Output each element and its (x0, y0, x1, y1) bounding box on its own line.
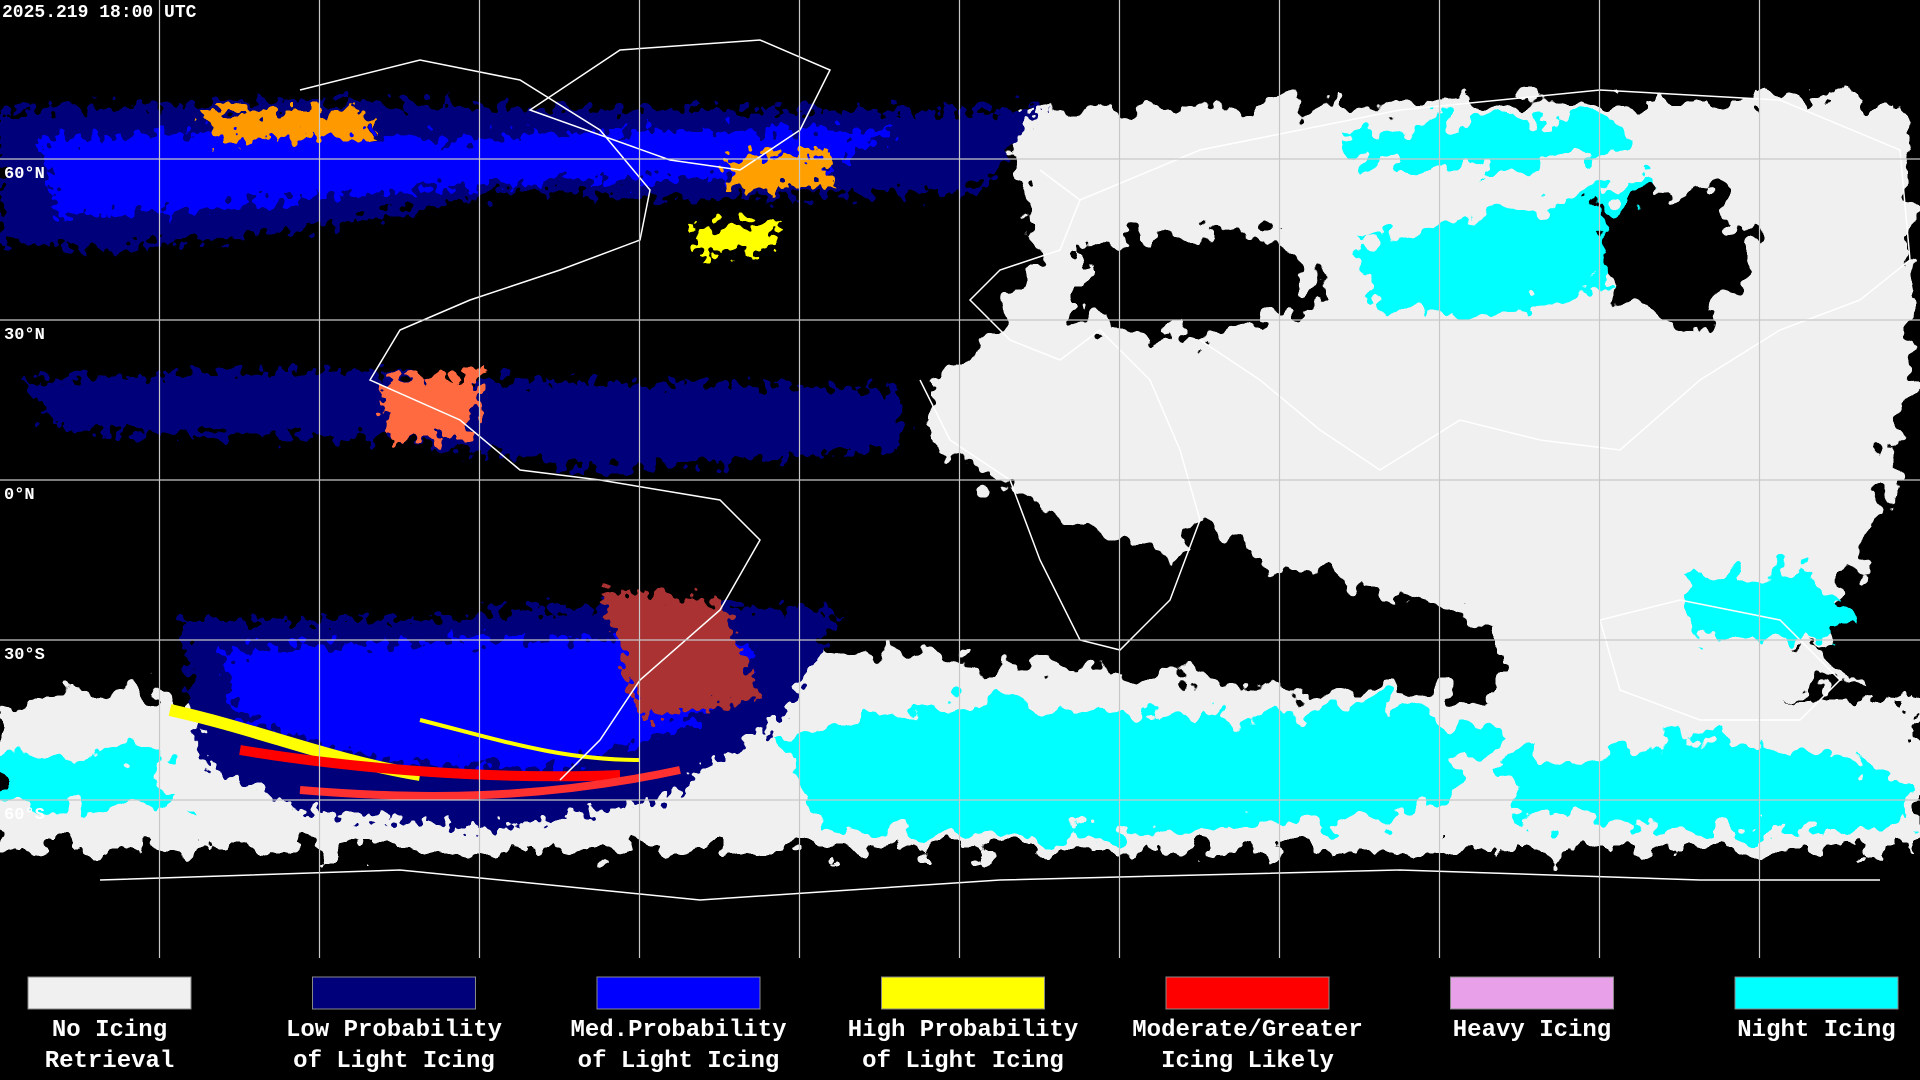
legend-label: Heavy Icing (1453, 1017, 1611, 1044)
legend-label: of Light Icing (293, 1048, 495, 1075)
legend-swatch (27, 976, 192, 1010)
legend-swatch (1734, 976, 1899, 1010)
legend-swatch (1450, 976, 1614, 1010)
latitude-labels: 60°N 30°N 0°N 30°S 60°S (4, 165, 45, 825)
legend-label: Moderate/Greater (1132, 1017, 1362, 1044)
legend-label: of Light Icing (862, 1048, 1064, 1075)
legend-label: No Icing (52, 1017, 167, 1044)
legend-label: Med.Probability (570, 1017, 786, 1044)
legend-swatch (596, 976, 761, 1010)
latitude-label: 60°S (4, 806, 45, 825)
legend-label: Night Icing (1737, 1017, 1895, 1044)
legend: No Icing Retrieval Low Probability of Light… (27, 976, 1899, 1075)
icing-streaks (168, 704, 681, 800)
legend-label: Retrieval (45, 1048, 175, 1075)
latitude-label: 0°N (4, 486, 35, 505)
lat-lon-grid (0, 0, 1920, 958)
coastlines (99, 39, 1911, 901)
latitude-label: 30°S (4, 646, 45, 665)
legend-swatch (881, 976, 1045, 1010)
timestamp: 2025.219 18:00 UTC (2, 3, 197, 23)
legend-label: Low Probability (286, 1017, 502, 1044)
legend-swatch (312, 976, 476, 1010)
legend-label: Icing Likely (1161, 1048, 1334, 1075)
legend-label: High Probability (848, 1017, 1078, 1044)
legend-swatch (1165, 976, 1330, 1010)
latitude-label: 60°N (4, 165, 45, 184)
latitude-label: 30°N (4, 326, 45, 345)
legend-label: of Light Icing (578, 1048, 780, 1075)
